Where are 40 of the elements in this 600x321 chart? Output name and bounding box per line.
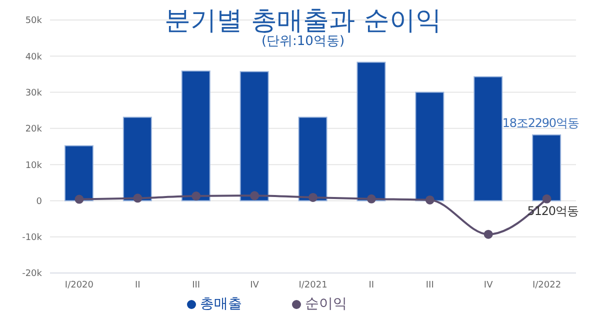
point	[425, 195, 434, 204]
x-tick-label: III	[192, 280, 200, 290]
bar	[356, 62, 386, 202]
point	[192, 192, 201, 201]
x-tick-label: I/2022	[532, 280, 562, 290]
y-tick-label: 40k	[25, 52, 43, 62]
chart-title: 분기별 총매출과 순이익	[164, 6, 442, 36]
point	[250, 191, 260, 200]
y-tick-label: 30k	[25, 88, 43, 98]
x-tick-label: II	[368, 280, 374, 290]
y-tick-label: -20k	[22, 269, 43, 280]
bar	[532, 134, 562, 202]
bar	[240, 71, 269, 202]
bar	[474, 76, 503, 202]
bar	[181, 70, 210, 202]
y-tick-label: 50k	[25, 16, 43, 26]
legend-label: 순이익	[305, 296, 347, 312]
y-tick-label: -10k	[22, 233, 43, 244]
y-tick-label: 20k	[25, 124, 43, 135]
annotation: 18조2290억동	[502, 116, 580, 130]
text: (단위:10억동)	[260, 34, 346, 50]
x-tick-label: IV	[250, 280, 260, 290]
point	[484, 230, 493, 239]
bar	[122, 116, 152, 202]
point	[308, 192, 318, 202]
y-tick-label: 10k	[25, 160, 43, 171]
x-tick-label: IV	[484, 280, 494, 290]
x-tick-label: I/2021	[298, 280, 328, 290]
x-tick-label: III	[426, 280, 434, 290]
legend-label: 총매출	[200, 296, 242, 312]
y-tick-label: 0	[36, 196, 42, 207]
x-tick-label: II	[135, 280, 140, 290]
bar	[298, 116, 328, 202]
point	[74, 194, 84, 204]
bar	[415, 92, 444, 202]
x-tick-label: I/2020	[64, 280, 94, 290]
point	[542, 194, 552, 204]
bar	[64, 145, 94, 202]
point	[133, 194, 142, 203]
point	[366, 194, 376, 204]
